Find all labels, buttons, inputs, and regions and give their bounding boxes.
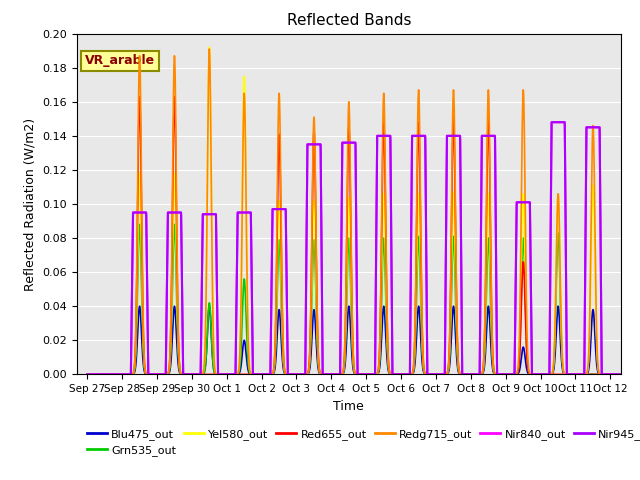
Y-axis label: Reflected Radiation (W/m2): Reflected Radiation (W/m2): [24, 118, 36, 290]
X-axis label: Time: Time: [333, 400, 364, 413]
Legend: Blu475_out, Grn535_out, Yel580_out, Red655_out, Redg715_out, Nir840_out, Nir945_: Blu475_out, Grn535_out, Yel580_out, Red6…: [83, 424, 640, 460]
Title: Reflected Bands: Reflected Bands: [287, 13, 411, 28]
Text: VR_arable: VR_arable: [85, 54, 155, 67]
